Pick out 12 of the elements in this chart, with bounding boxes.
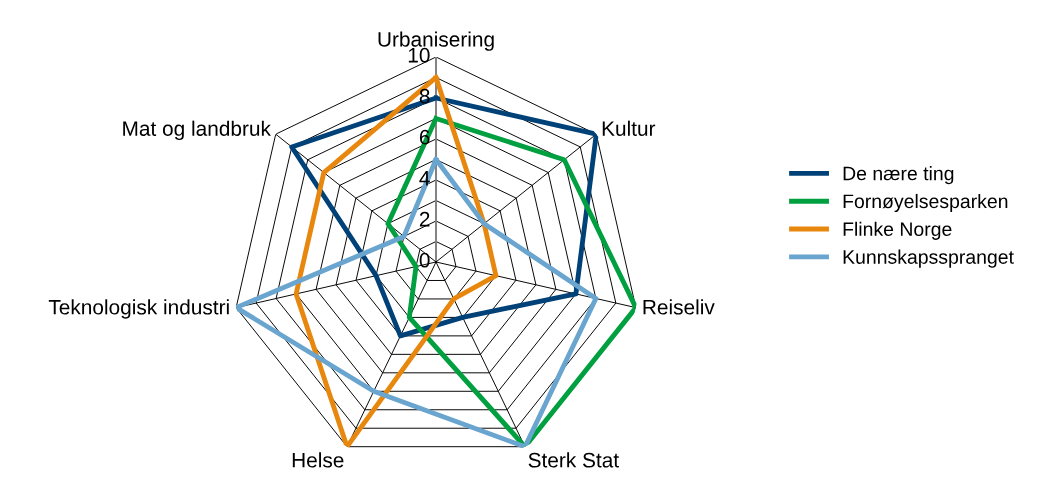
spoke-label: Helse <box>292 452 344 468</box>
spoke-label: Teknologisk industri <box>48 299 229 319</box>
legend-label: Kunnskapsspranget <box>843 249 1014 268</box>
legend-label: Fornøyelsesparken <box>843 193 1008 213</box>
spoke-label: Mat og landbruk <box>123 120 271 141</box>
y-tick-label: 6 <box>419 129 430 145</box>
spoke-label: Sterk Stat <box>528 452 619 468</box>
legend-label: De nære ting <box>843 166 954 185</box>
y-tick-label: 2 <box>419 211 430 227</box>
legend-label: Flinke Norge <box>843 221 952 240</box>
spoke-label: Reiseliv <box>643 299 715 315</box>
spoke-label: Kultur <box>602 120 656 136</box>
